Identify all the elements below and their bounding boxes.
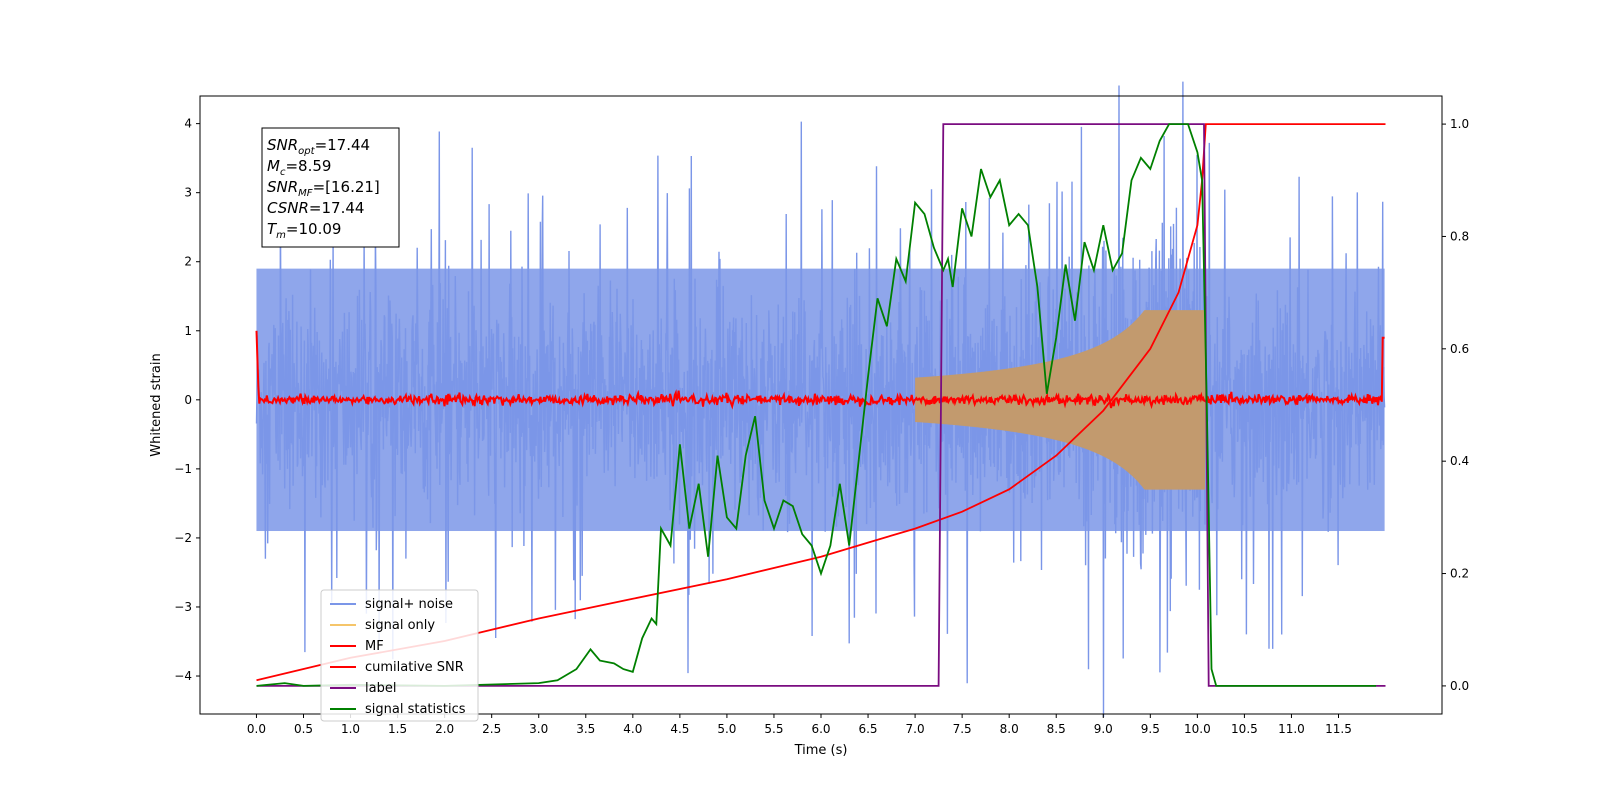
x-tick-label: 2.0 [435, 722, 454, 736]
legend-frame [320, 589, 479, 722]
y-tick-label: 1 [184, 324, 192, 338]
x-tick-label: 3.0 [529, 722, 548, 736]
y-tick-label: 0 [184, 393, 192, 407]
x-tick-label: 0.5 [294, 722, 313, 736]
x-tick-label: 6.0 [811, 722, 830, 736]
series-cumilative-snr [256, 123, 1386, 682]
x-tick-label: 8.0 [1000, 722, 1019, 736]
stats-annotation: SNRopt=17.44Mc=8.59SNRMF=[16.21]CSNR=17.… [261, 127, 400, 248]
x-tick-label: 7.0 [906, 722, 925, 736]
x-tick-label: 1.5 [388, 722, 407, 736]
x-tick-label: 5.5 [764, 722, 783, 736]
x-tick-label: 4.0 [623, 722, 642, 736]
x-tick-label: 5.0 [717, 722, 736, 736]
y2-tick-label: 0.0 [1450, 679, 1469, 693]
y2-tick-label: 0.2 [1450, 567, 1469, 581]
y-tick-label: 4 [184, 117, 192, 131]
x-tick-label: 11.5 [1325, 722, 1352, 736]
y-tick-label: −1 [174, 462, 192, 476]
y2-tick-label: 0.8 [1450, 229, 1469, 243]
x-tick-label: 11.0 [1278, 722, 1305, 736]
x-tick-label: 2.5 [482, 722, 501, 736]
x-tick-label: 10.5 [1231, 722, 1258, 736]
legend-label: label [365, 681, 396, 696]
annotation-line: SNRMF=[16.21] [267, 178, 380, 199]
annotation-line: CSNR=17.44 [267, 199, 364, 217]
annotation-line: SNRopt=17.44 [267, 136, 370, 157]
x-axis-label: Time (s) [794, 743, 848, 758]
x-tick-label: 3.5 [576, 722, 595, 736]
y-axis-left: 4 3 2 1 0 −1 −2 −3 −4 [174, 117, 200, 683]
x-tick-label: 0.0 [247, 722, 266, 736]
y-tick-label: −4 [174, 669, 192, 683]
y-axis-right: 1.0 0.8 0.6 0.4 0.2 0.0 [1442, 117, 1469, 693]
x-tick-label: 7.5 [953, 722, 972, 736]
x-tick-label: 6.5 [858, 722, 877, 736]
y2-tick-label: 0.4 [1450, 454, 1469, 468]
x-axis: 0.0 0.5 1.0 1.5 2.0 2.5 3.0 3.5 4.0 4.5 5.0 5.5 6.0 6… [247, 714, 1352, 736]
legend-label: signal+ noise [365, 597, 453, 612]
x-tick-label: 8.5 [1047, 722, 1066, 736]
annotation-line: Tm=10.09 [267, 220, 341, 241]
x-tick-label: 10.0 [1184, 722, 1211, 736]
x-tick-label: 9.5 [1141, 722, 1160, 736]
series-mf [255, 330, 1385, 410]
y-tick-label: −3 [174, 600, 192, 614]
legend-label: signal statistics [365, 702, 466, 717]
y-tick-label: 3 [184, 186, 192, 200]
series-signal-statistics [256, 123, 1377, 687]
x-tick-label: 4.5 [670, 722, 689, 736]
y2-tick-label: 1.0 [1450, 117, 1469, 131]
y-axis-label: Whitened strain [149, 353, 164, 456]
annotation-line: Mc=8.59 [267, 157, 331, 178]
legend: signal+ noise signal only MF cumilative SNR… [320, 589, 479, 722]
legend-label: MF [365, 639, 384, 654]
series-layer [255, 81, 1386, 718]
legend-label: cumilative SNR [365, 660, 464, 675]
y-tick-label: −2 [174, 531, 192, 545]
x-tick-label: 1.0 [341, 722, 360, 736]
legend-label: signal only [365, 618, 435, 633]
y2-tick-label: 0.6 [1450, 342, 1469, 356]
x-tick-label: 9.0 [1094, 722, 1113, 736]
y-tick-label: 2 [184, 255, 192, 269]
annotation-frame [261, 127, 400, 248]
